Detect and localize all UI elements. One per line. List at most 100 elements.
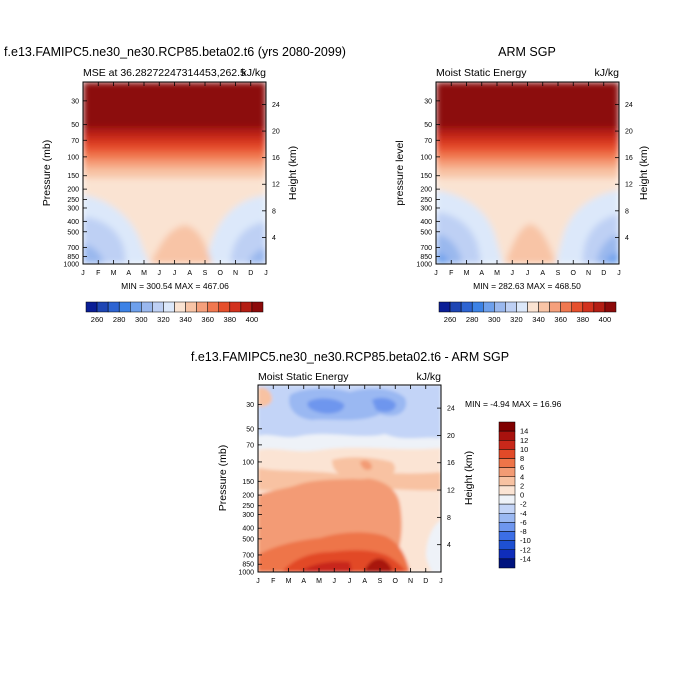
- colorbar-swatch: [498, 540, 516, 550]
- obs-band-stratosphere: [436, 82, 619, 128]
- model-band-6: [83, 168, 266, 178]
- colorbar-label: 340: [179, 315, 192, 324]
- panel-diff-title: f.e13.FAMIPC5.ne30_ne30.RCP85.beta02.t6 …: [191, 350, 509, 364]
- pressure-tick-label: 200: [420, 187, 432, 194]
- x-tick-label: J: [256, 578, 260, 585]
- pressure-tick-label: 300: [67, 205, 79, 212]
- pressure-tick-label: 30: [424, 98, 432, 105]
- x-tick-label: J: [333, 578, 337, 585]
- colorbar-label: 400: [246, 315, 259, 324]
- pressure-tick-label: 150: [420, 173, 432, 180]
- colorbar-swatch: [107, 301, 120, 313]
- panel-obs-ylabel: pressure level: [394, 140, 406, 205]
- height-tick-label: 12: [625, 182, 633, 189]
- x-tick-label: M: [464, 270, 470, 277]
- panel-diff: f.e13.FAMIPC5.ne30_ne30.RCP85.beta02.t6 …: [191, 350, 562, 585]
- pressure-tick-label: 100: [242, 459, 254, 466]
- height-tick-label: 4: [625, 235, 629, 242]
- colorbar-swatch: [527, 301, 539, 313]
- panel-model-stats: MIN = 300.54 MAX = 467.06: [121, 281, 229, 291]
- colorbar-swatch: [438, 301, 451, 313]
- colorbar-label: 280: [466, 315, 479, 324]
- pressure-tick-label: 70: [246, 442, 254, 449]
- pressure-tick-label: 100: [67, 154, 79, 161]
- pressure-tick-label: 1000: [416, 262, 432, 269]
- pressure-tick-label: 400: [420, 219, 432, 226]
- obs-cold-surface-right: [604, 252, 619, 264]
- x-tick-label: O: [571, 270, 577, 277]
- x-tick-label: J: [173, 270, 177, 277]
- obs-upper-dip: [505, 178, 560, 214]
- diff-surface-max: [364, 558, 392, 572]
- panel-diff-subtitle-right: kJ/kg: [416, 371, 441, 383]
- colorbar-swatch: [571, 301, 584, 313]
- colorbar-swatch: [498, 449, 516, 459]
- pressure-tick-label: 500: [67, 229, 79, 236]
- panel-model-subtitle-left: MSE at 36.28272247314453,262.5: [83, 67, 246, 79]
- colorbar-swatch: [498, 494, 516, 505]
- pressure-tick-label: 400: [242, 526, 254, 533]
- colorbar-label: 360: [201, 315, 214, 324]
- obs-band-2: [436, 136, 619, 144]
- x-tick-label: A: [362, 578, 367, 585]
- colorbar-swatch: [505, 301, 517, 313]
- x-tick-label: S: [556, 270, 561, 277]
- diff-right-neutral: [426, 520, 441, 572]
- panel-diff-subtitle-left: Moist Static Energy: [258, 371, 349, 383]
- colorbar-label: 300: [488, 315, 501, 324]
- colorbar-swatch: [498, 513, 516, 523]
- colorbar-label: -8: [520, 527, 527, 536]
- pressure-tick-label: 850: [67, 254, 79, 261]
- obs-cold-surface-left: [436, 252, 450, 264]
- x-tick-label: F: [96, 270, 100, 277]
- x-tick-label: A: [540, 270, 545, 277]
- x-tick-label: D: [248, 270, 253, 277]
- height-tick-label: 24: [447, 406, 455, 413]
- colorbar-label: -2: [520, 500, 527, 509]
- colorbar-swatch: [498, 503, 516, 514]
- model-band-2: [83, 136, 266, 144]
- x-tick-label: N: [233, 270, 238, 277]
- x-tick-label: A: [126, 270, 131, 277]
- x-tick-label: M: [286, 578, 292, 585]
- colorbar-swatch: [85, 301, 98, 313]
- colorbar-label: -6: [520, 518, 527, 527]
- panel-diff-ylabel-right: Height (km): [463, 451, 475, 505]
- panel-model-ylabel: Pressure (mb): [41, 140, 53, 207]
- x-tick-label: M: [111, 270, 117, 277]
- obs-band-4: [436, 152, 619, 160]
- x-tick-label: J: [526, 270, 530, 277]
- colorbar-swatch: [498, 485, 516, 496]
- colorbar-swatch: [118, 301, 131, 313]
- pressure-tick-label: 50: [71, 122, 79, 129]
- panel-diff-ylabel: Pressure (mb): [217, 445, 229, 512]
- height-tick-label: 20: [447, 433, 455, 440]
- colorbar-swatch: [483, 301, 495, 313]
- colorbar-swatch: [185, 301, 197, 313]
- colorbar-swatch: [498, 458, 516, 468]
- pressure-tick-label: 1000: [238, 570, 254, 577]
- colorbar-swatch: [498, 549, 516, 560]
- x-tick-label: A: [187, 270, 192, 277]
- colorbar-swatch: [130, 301, 142, 313]
- pressure-tick-label: 30: [71, 98, 79, 105]
- colorbar-label: 380: [224, 315, 237, 324]
- model-band-3: [83, 144, 266, 152]
- colorbar-swatch: [498, 531, 516, 541]
- height-tick-label: 20: [625, 129, 633, 136]
- colorbar-swatch: [240, 301, 253, 313]
- pressure-tick-label: 400: [67, 219, 79, 226]
- colorbar-swatch: [593, 301, 606, 313]
- colorbar-label: 14: [520, 427, 528, 436]
- panel-model: f.e13.FAMIPC5.ne30_ne30.RCP85.beta02.t6 …: [4, 45, 346, 324]
- height-tick-label: 4: [447, 542, 451, 549]
- colorbar-swatch: [498, 522, 516, 532]
- pressure-tick-label: 70: [424, 138, 432, 145]
- panel-model-field: [83, 82, 266, 264]
- colorbar-swatch: [141, 301, 153, 313]
- obs-band-1: [436, 128, 619, 136]
- obs-band-6: [436, 168, 619, 178]
- colorbar-label: 320: [510, 315, 523, 324]
